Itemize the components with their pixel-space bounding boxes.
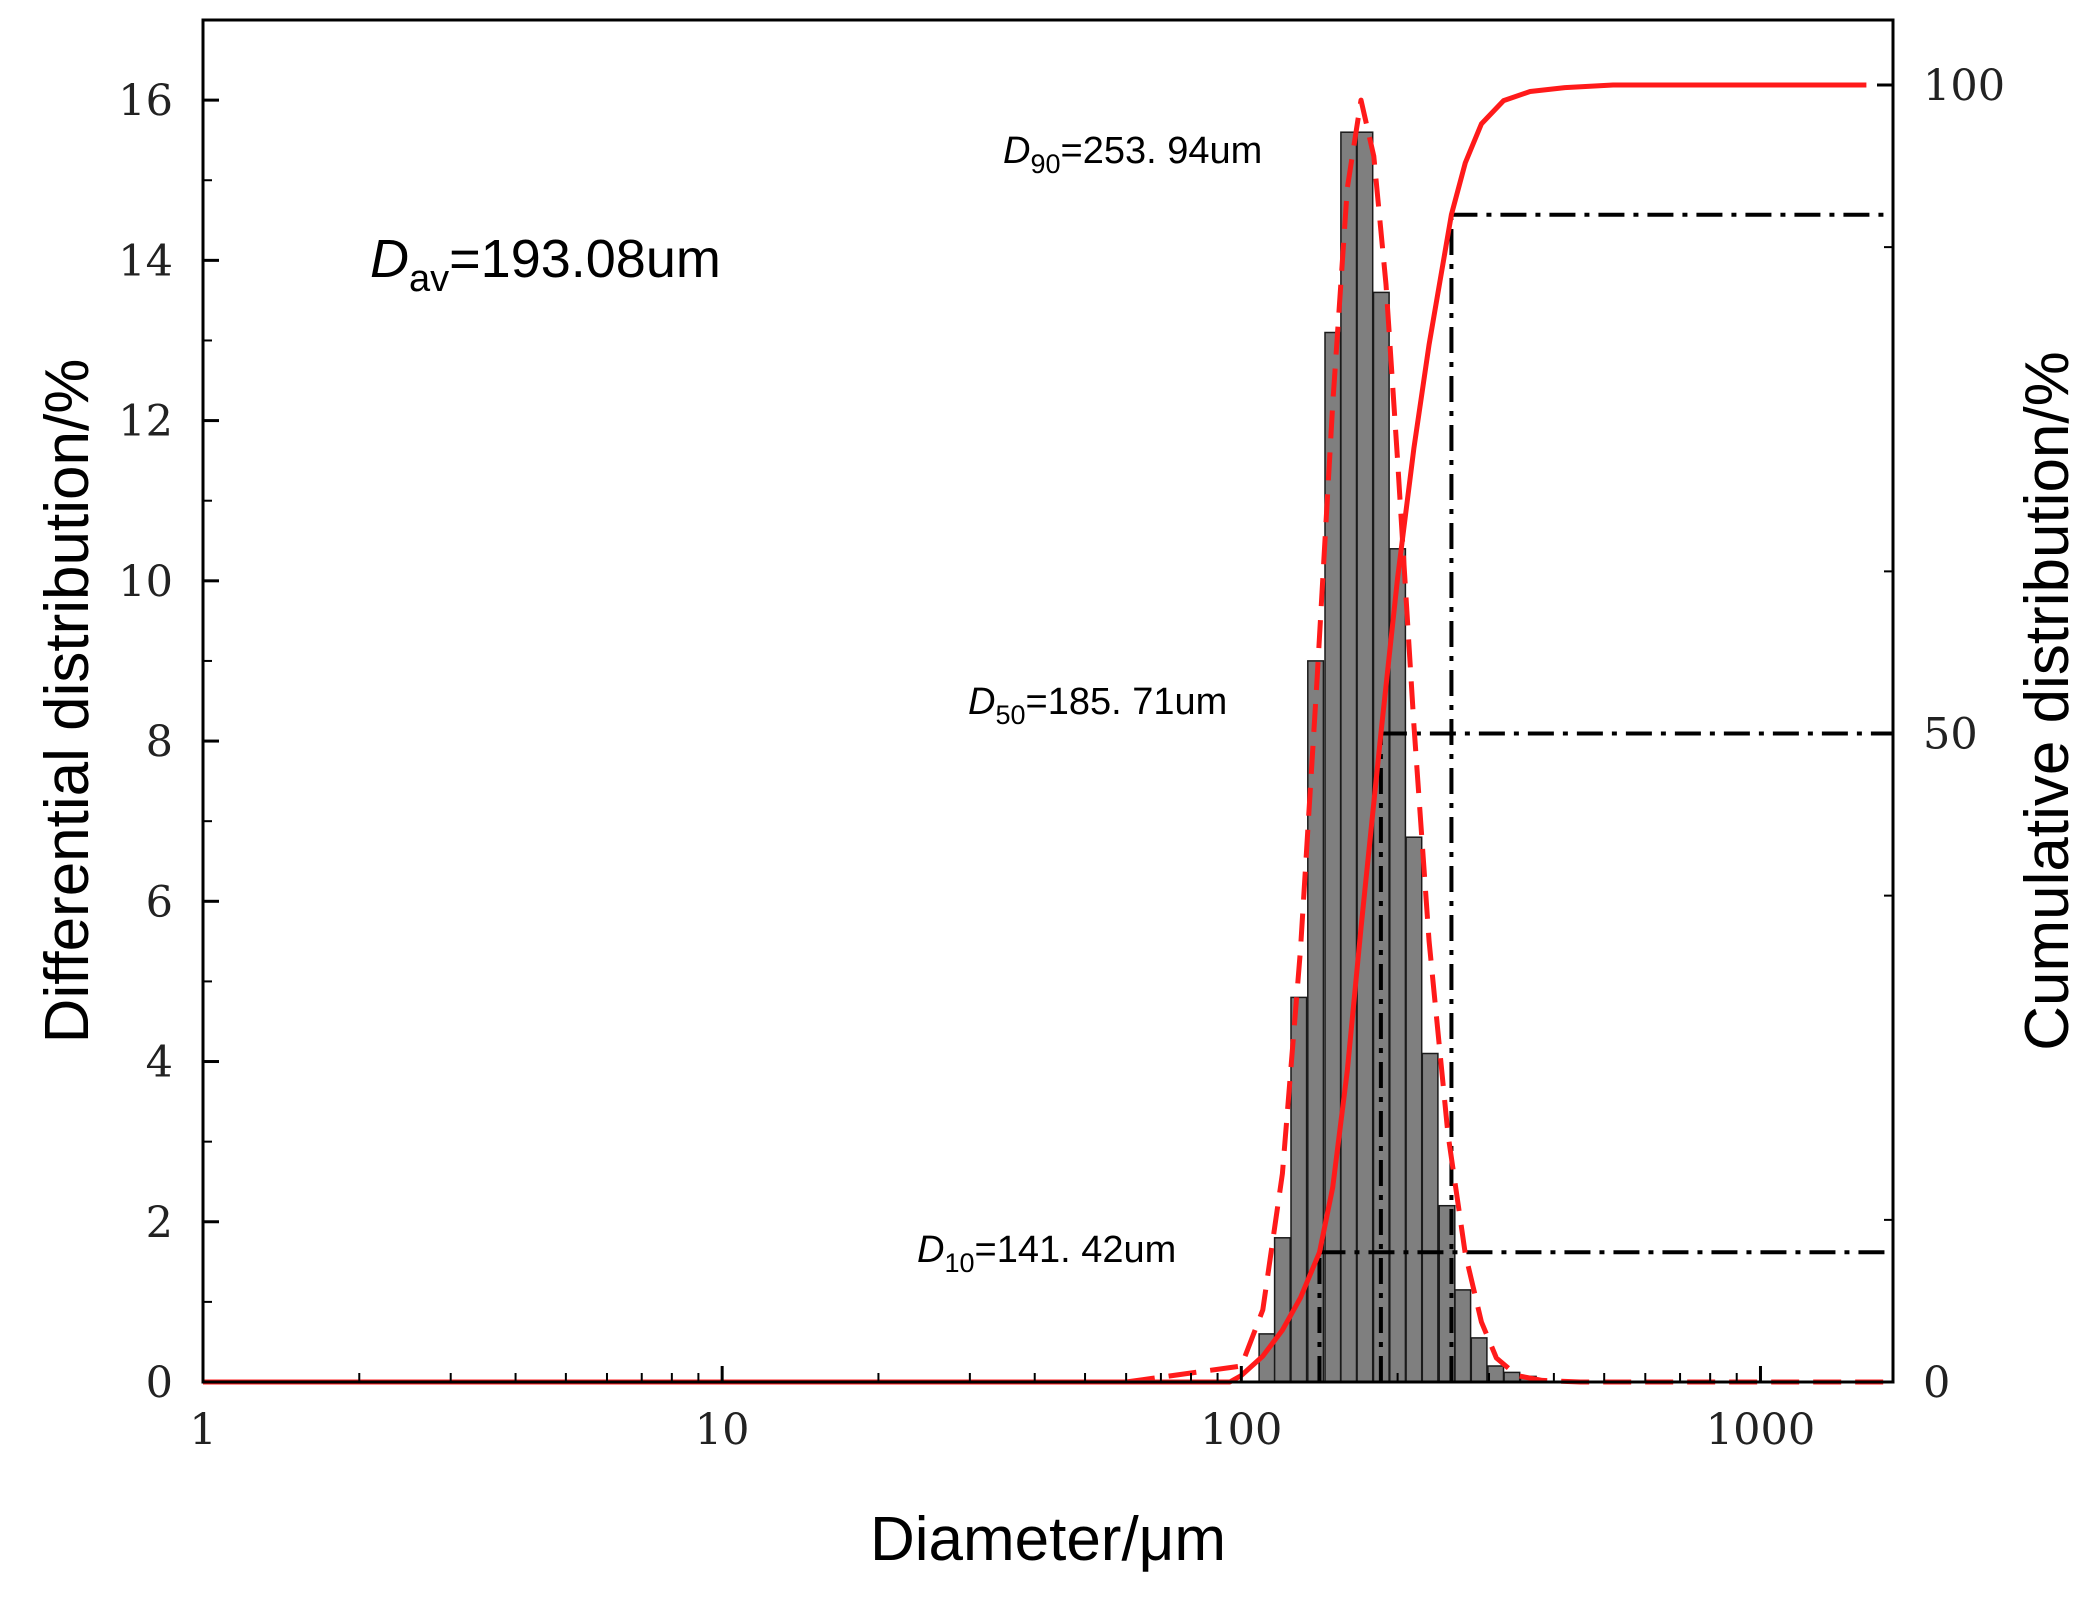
y-left-tick-label: 6 — [146, 877, 173, 927]
y-right-tick-label: 50 — [1923, 710, 1978, 760]
y-left-tick-label: 8 — [146, 717, 173, 767]
histogram-bar — [1487, 1365, 1505, 1383]
annotation-d90: D90=253. 94um — [1003, 130, 1262, 179]
histogram-bar — [1470, 1337, 1488, 1383]
reference-lines — [1317, 212, 1893, 1382]
y-right-tick-label: 100 — [1923, 61, 2005, 111]
annotation-d10: D10=141. 42um — [917, 1229, 1176, 1278]
histogram-bar — [1273, 1237, 1291, 1383]
x-tick-label: 1 — [189, 1405, 216, 1455]
x-tick-label: 10 — [695, 1405, 750, 1455]
y-left-tick-label: 10 — [118, 557, 173, 607]
histogram-bar — [1454, 1289, 1472, 1383]
x-axis-title: Diameter/μm — [870, 1505, 1226, 1574]
histogram-bar — [1356, 131, 1374, 1383]
x-tick-label: 1000 — [1706, 1405, 1815, 1455]
plot-frame — [201, 18, 1895, 1384]
cumulative-curve — [203, 82, 1867, 1385]
y-axis-left-title: Differential distribution/% — [33, 359, 102, 1044]
differential-fit-curve — [203, 97, 1893, 1385]
y-left-tick-label: 14 — [118, 236, 173, 286]
y-right-tick-label: 0 — [1923, 1358, 1950, 1408]
histogram-bar — [1389, 548, 1407, 1383]
curves — [203, 82, 1893, 1385]
y-left-tick-label: 2 — [146, 1198, 173, 1248]
x-tick-label: 100 — [1200, 1405, 1282, 1455]
y-left-tick-label: 12 — [118, 397, 173, 447]
histogram-bar — [1405, 836, 1423, 1383]
histogram-bars — [1258, 131, 1537, 1383]
y-left-tick-label: 4 — [146, 1038, 173, 1088]
axis-ticks: 1 10 100 1000 0 2 4 6 8 10 12 14 16 0 50 100 — [118, 61, 2005, 1455]
y-axis-right-title: Cumulative distribution/% — [2013, 351, 2082, 1051]
histogram-bar — [1421, 1052, 1439, 1383]
y-left-tick-label: 0 — [146, 1358, 173, 1408]
histogram-bar — [1340, 131, 1358, 1383]
annotation-d-av: Dav=193.08um — [370, 229, 721, 300]
y-left-tick-label: 16 — [118, 76, 173, 126]
annotation-d50: D50=185. 71um — [968, 681, 1227, 730]
